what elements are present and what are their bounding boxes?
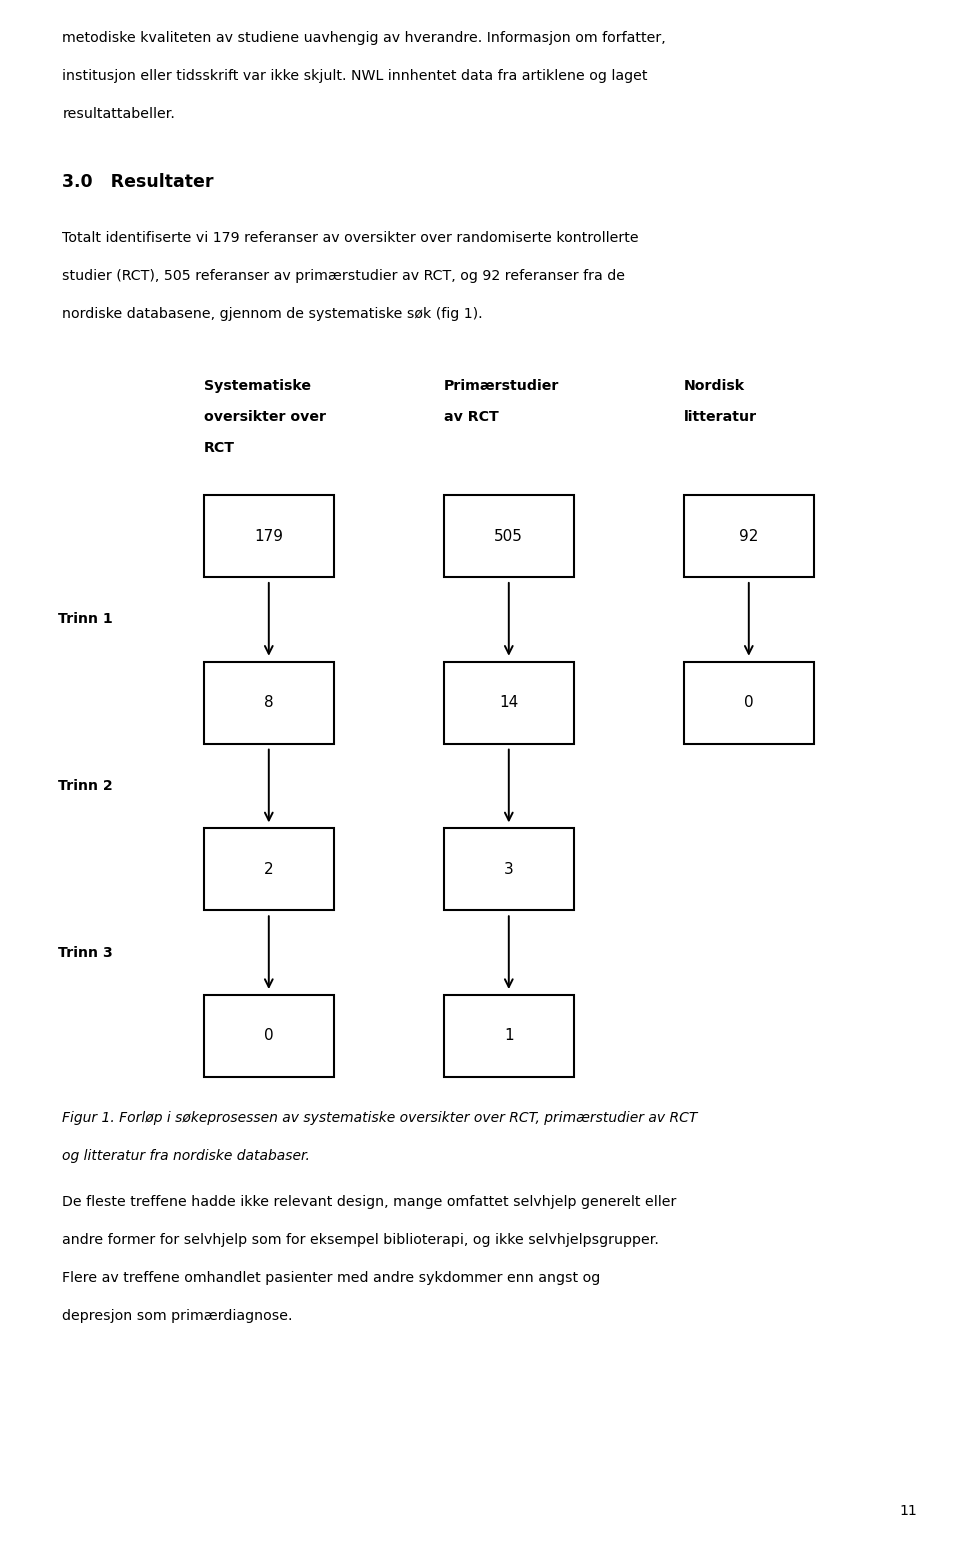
FancyBboxPatch shape [204, 829, 334, 910]
FancyBboxPatch shape [204, 662, 334, 744]
FancyBboxPatch shape [444, 495, 574, 577]
Text: De fleste treffene hadde ikke relevant design, mange omfattet selvhjelp generelt: De fleste treffene hadde ikke relevant d… [62, 1196, 677, 1210]
Text: 0: 0 [264, 1029, 274, 1043]
Text: institusjon eller tidsskrift var ikke skjult. NWL innhentet data fra artiklene o: institusjon eller tidsskrift var ikke sk… [62, 69, 648, 83]
Text: Systematiske: Systematiske [204, 380, 311, 393]
Text: 11: 11 [900, 1504, 917, 1518]
Text: 8: 8 [264, 696, 274, 710]
Text: Trinn 2: Trinn 2 [58, 779, 112, 793]
FancyBboxPatch shape [684, 662, 814, 744]
Text: RCT: RCT [204, 441, 235, 455]
FancyBboxPatch shape [204, 495, 334, 577]
Text: 3: 3 [504, 863, 514, 876]
Text: Figur 1. Forløp i søkeprosessen av systematiske oversikter over RCT, primærstudi: Figur 1. Forløp i søkeprosessen av syste… [62, 1111, 698, 1125]
Text: Nordisk: Nordisk [684, 380, 745, 393]
Text: 0: 0 [744, 696, 754, 710]
FancyBboxPatch shape [204, 995, 334, 1077]
Text: 1: 1 [504, 1029, 514, 1043]
Text: metodiske kvaliteten av studiene uavhengig av hverandre. Informasjon om forfatte: metodiske kvaliteten av studiene uavheng… [62, 31, 666, 45]
FancyBboxPatch shape [684, 495, 814, 577]
Text: 92: 92 [739, 529, 758, 543]
Text: depresjon som primærdiagnose.: depresjon som primærdiagnose. [62, 1308, 293, 1324]
Text: Trinn 1: Trinn 1 [58, 613, 112, 626]
Text: resultattabeller.: resultattabeller. [62, 106, 176, 120]
Text: 14: 14 [499, 696, 518, 710]
Text: oversikter over: oversikter over [204, 410, 326, 424]
FancyBboxPatch shape [444, 829, 574, 910]
Text: litteratur: litteratur [684, 410, 757, 424]
Text: Trinn 3: Trinn 3 [58, 946, 112, 960]
Text: og litteratur fra nordiske databaser.: og litteratur fra nordiske databaser. [62, 1150, 310, 1163]
Text: av RCT: av RCT [444, 410, 499, 424]
Text: Primærstudier: Primærstudier [444, 380, 560, 393]
FancyBboxPatch shape [444, 662, 574, 744]
Text: 505: 505 [494, 529, 523, 543]
Text: Flere av treffene omhandlet pasienter med andre sykdommer enn angst og: Flere av treffene omhandlet pasienter me… [62, 1271, 601, 1285]
Text: andre former for selvhjelp som for eksempel biblioterapi, og ikke selvhjelpsgrup: andre former for selvhjelp som for eksem… [62, 1233, 660, 1247]
Text: studier (RCT), 505 referanser av primærstudier av RCT, og 92 referanser fra de: studier (RCT), 505 referanser av primærs… [62, 270, 625, 284]
Text: 3.0   Resultater: 3.0 Resultater [62, 173, 214, 191]
Text: 179: 179 [254, 529, 283, 543]
Text: nordiske databasene, gjennom de systematiske søk (fig 1).: nordiske databasene, gjennom de systemat… [62, 307, 483, 321]
FancyBboxPatch shape [444, 995, 574, 1077]
Text: 2: 2 [264, 863, 274, 876]
Text: Totalt identifiserte vi 179 referanser av oversikter over randomiserte kontrolle: Totalt identifiserte vi 179 referanser a… [62, 231, 639, 245]
